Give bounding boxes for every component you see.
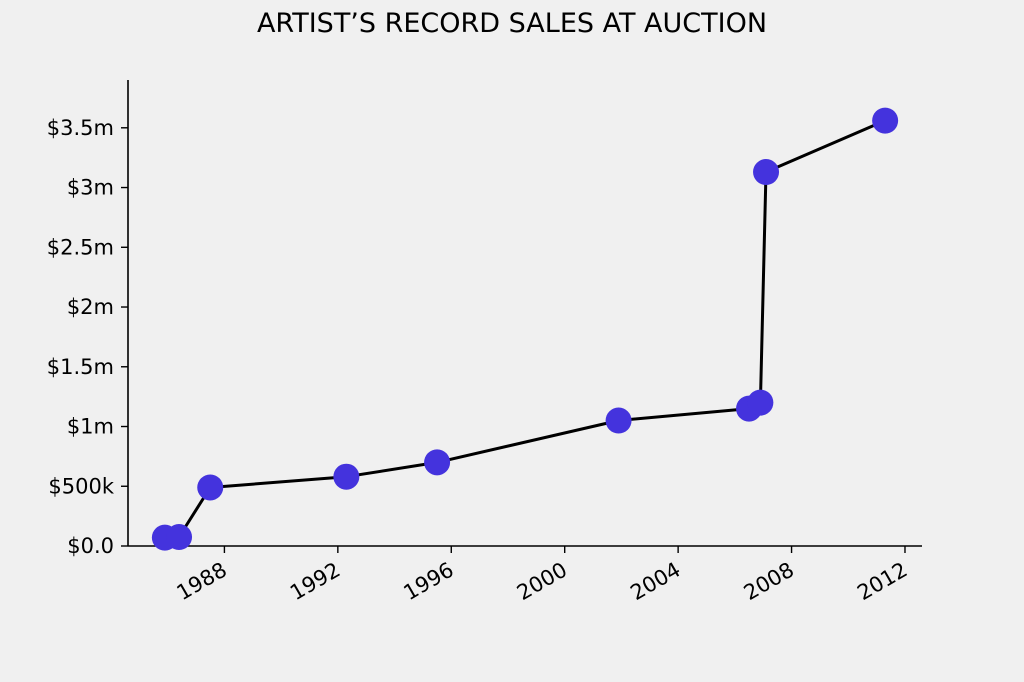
y-tick-label: $2m: [67, 295, 114, 319]
y-tick-label: $2.5m: [47, 235, 114, 259]
x-tick-label: 1992: [286, 558, 344, 606]
chart-title: ARTIST’S RECORD SALES AT AUCTION: [256, 8, 768, 39]
y-tick-label: $500k: [48, 474, 114, 498]
y-tick-label: $1m: [67, 415, 114, 439]
y-tick-label: $3m: [67, 176, 114, 200]
data-point: [424, 449, 451, 476]
x-tick-label: 2008: [740, 558, 798, 606]
y-tick-label: $0.0: [67, 534, 114, 558]
data-point: [753, 159, 780, 186]
data-point: [333, 463, 360, 490]
series-line: [164, 119, 886, 540]
x-tick-label: 2004: [626, 558, 684, 606]
x-tick-label: 2000: [513, 558, 571, 606]
x-tick-label: 2012: [853, 558, 911, 606]
data-point: [747, 389, 774, 416]
y-tick-label: $3.5m: [47, 116, 114, 140]
x-tick-label: 1996: [399, 558, 457, 606]
data-point: [166, 524, 193, 551]
x-tick-label: 1988: [173, 558, 231, 606]
y-tick-label: $1.5m: [47, 355, 114, 379]
data-point: [197, 474, 224, 501]
data-point: [605, 407, 632, 434]
data-point: [872, 107, 899, 134]
